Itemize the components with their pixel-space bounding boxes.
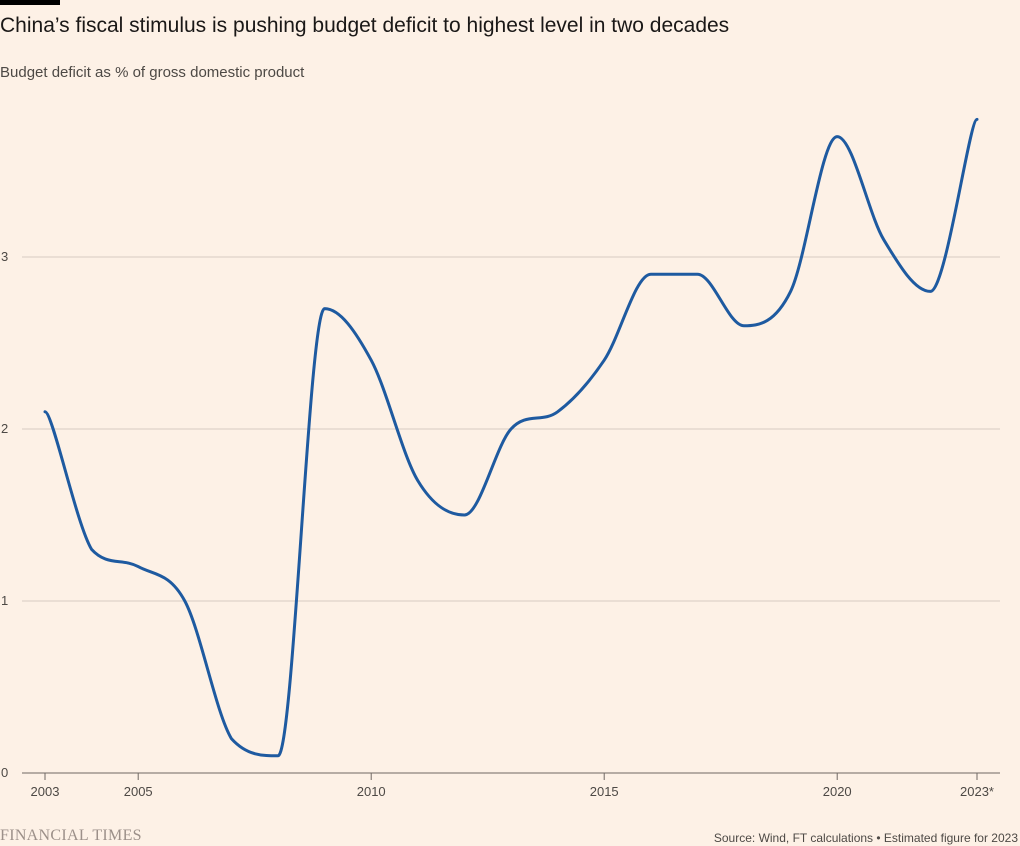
x-tick-label: 2023* [960,784,994,799]
source-note: Source: Wind, FT calculations • Estimate… [713,831,1018,845]
chart-subtitle: Budget deficit as % of gross domestic pr… [0,64,305,81]
x-axis: 2003 2005 2010 2015 2020 2023* [22,772,1000,799]
x-tick-label: 2015 [590,784,619,799]
ft-logo-text: FINANCIAL TIMES [0,827,142,844]
y-tick-label: 0 [1,765,8,780]
y-tick-label: 1 [1,593,8,608]
series-line-0 [43,117,979,758]
y-tick-label: 3 [1,249,8,264]
series-layer [43,117,979,758]
y-tick-label: 2 [1,421,8,436]
x-tick-label: 2010 [357,784,386,799]
y-axis: 0 1 2 3 [1,249,8,780]
brand-accent-bar [0,0,60,5]
x-tick-label: 2005 [124,784,153,799]
chart-title: China’s fiscal stimulus is pushing budge… [0,14,730,37]
x-tick-label: 2003 [31,784,60,799]
x-tick-label: 2020 [823,784,852,799]
